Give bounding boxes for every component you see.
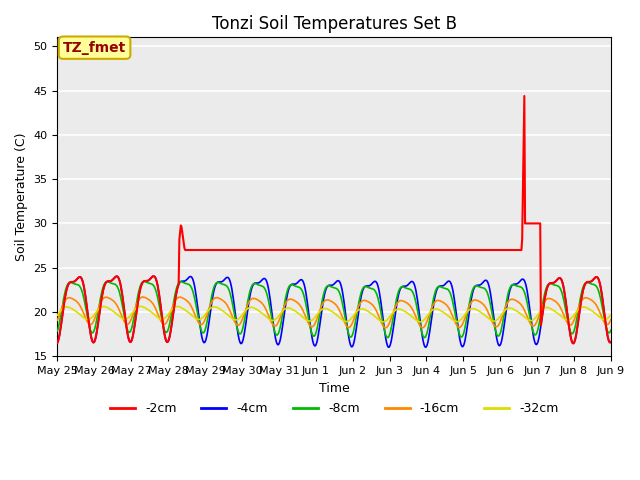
Title: Tonzi Soil Temperatures Set B: Tonzi Soil Temperatures Set B — [212, 15, 457, 33]
Y-axis label: Soil Temperature (C): Soil Temperature (C) — [15, 132, 28, 261]
Text: TZ_fmet: TZ_fmet — [63, 41, 126, 55]
X-axis label: Time: Time — [319, 382, 349, 395]
Legend: -2cm, -4cm, -8cm, -16cm, -32cm: -2cm, -4cm, -8cm, -16cm, -32cm — [105, 397, 563, 420]
